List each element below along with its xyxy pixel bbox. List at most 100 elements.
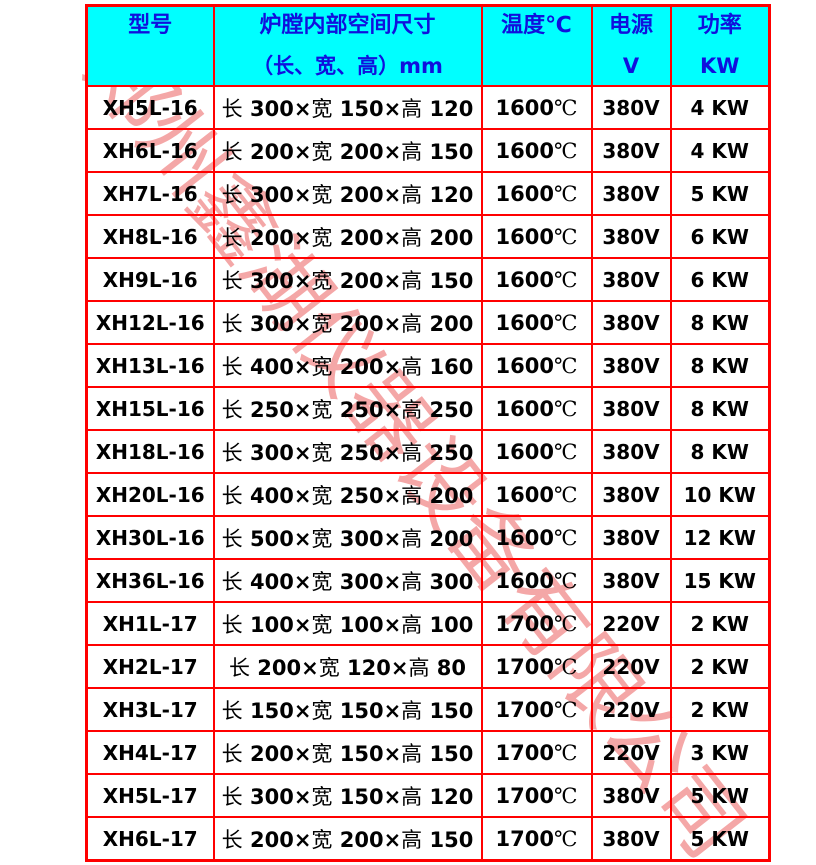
temperature-cell: 1600℃: [480, 85, 593, 130]
temperature-cell: 1700℃: [480, 773, 593, 818]
temperature-cell: 1600℃: [480, 171, 593, 216]
header-line1: 功率: [697, 13, 742, 38]
power-cell: 2 KW: [669, 601, 771, 646]
voltage-cell: 380V: [590, 85, 672, 130]
header-line1: 温度℃: [501, 13, 572, 38]
table-row: XH7L-16 长 300×宽 200×高 120 1600℃ 380V 5 KW: [85, 171, 771, 216]
power-cell: 10 KW: [669, 472, 771, 517]
column-header-temperature: 温度℃: [480, 4, 593, 87]
power-cell: 4 KW: [669, 85, 771, 130]
dimensions-cell: 长 300×宽 150×高 120: [212, 773, 483, 818]
model-cell: XH18L-16: [85, 429, 215, 474]
power-cell: 5 KW: [669, 171, 771, 216]
voltage-cell: 380V: [590, 429, 672, 474]
dimensions-cell: 长 300×宽 250×高 250: [212, 429, 483, 474]
table-row: XH5L-16 长 300×宽 150×高 120 1600℃ 380V 4 KW: [85, 85, 771, 130]
furnace-spec-table: 型号 炉膛内部空间尺寸 （长、宽、高）mm 温度℃ 电源 V 功率 KW XH5L-16 长 3…: [85, 4, 771, 862]
model-cell: XH5L-16: [85, 85, 215, 130]
model-cell: XH7L-16: [85, 171, 215, 216]
temperature-cell: 1600℃: [480, 300, 593, 345]
header-line2: V: [622, 53, 640, 78]
power-cell: 5 KW: [669, 816, 771, 862]
dimensions-cell: 长 200×宽 120×高 80: [212, 644, 483, 689]
voltage-cell: 220V: [590, 644, 672, 689]
column-header-voltage: 电源 V: [590, 4, 672, 87]
voltage-cell: 380V: [590, 171, 672, 216]
power-cell: 2 KW: [669, 687, 771, 732]
dimensions-cell: 长 400×宽 300×高 300: [212, 558, 483, 603]
table-row: XH20L-16 长 400×宽 250×高 200 1600℃ 380V 10 KW: [85, 472, 771, 517]
voltage-cell: 220V: [590, 687, 672, 732]
table-row: XH36L-16 长 400×宽 300×高 300 1600℃ 380V 15 KW: [85, 558, 771, 603]
temperature-cell: 1600℃: [480, 429, 593, 474]
model-cell: XH20L-16: [85, 472, 215, 517]
power-cell: 4 KW: [669, 128, 771, 173]
temperature-cell: 1600℃: [480, 386, 593, 431]
table-row: XH8L-16 长 200×宽 200×高 200 1600℃ 380V 6 KW: [85, 214, 771, 259]
model-cell: XH12L-16: [85, 300, 215, 345]
table-row: XH1L-17 长 100×宽 100×高 100 1700℃ 220V 2 KW: [85, 601, 771, 646]
voltage-cell: 380V: [590, 300, 672, 345]
model-cell: XH4L-17: [85, 730, 215, 775]
model-cell: XH1L-17: [85, 601, 215, 646]
table-row: XH6L-17 长 200×宽 200×高 150 1700℃ 380V 5 KW: [85, 816, 771, 862]
temperature-cell: 1600℃: [480, 214, 593, 259]
table-row: XH13L-16 长 400×宽 200×高 160 1600℃ 380V 8 KW: [85, 343, 771, 388]
model-cell: XH8L-16: [85, 214, 215, 259]
dimensions-cell: 长 250×宽 250×高 250: [212, 386, 483, 431]
table-row: XH6L-16 长 200×宽 200×高 150 1600℃ 380V 4 KW: [85, 128, 771, 173]
power-cell: 5 KW: [669, 773, 771, 818]
temperature-cell: 1600℃: [480, 343, 593, 388]
power-cell: 3 KW: [669, 730, 771, 775]
dimensions-cell: 长 300×宽 200×高 150: [212, 257, 483, 302]
model-cell: XH5L-17: [85, 773, 215, 818]
voltage-cell: 380V: [590, 343, 672, 388]
power-cell: 8 KW: [669, 343, 771, 388]
model-cell: XH36L-16: [85, 558, 215, 603]
power-cell: 12 KW: [669, 515, 771, 560]
voltage-cell: 380V: [590, 386, 672, 431]
dimensions-cell: 长 200×宽 200×高 200: [212, 214, 483, 259]
column-header-dimensions: 炉膛内部空间尺寸 （长、宽、高）mm: [212, 4, 483, 87]
model-cell: XH6L-17: [85, 816, 215, 862]
dimensions-cell: 长 200×宽 200×高 150: [212, 128, 483, 173]
table-row: XH30L-16 长 500×宽 300×高 200 1600℃ 380V 12 KW: [85, 515, 771, 560]
header-line2: KW: [700, 53, 740, 78]
column-header-power: 功率 KW: [669, 4, 771, 87]
table-row: XH15L-16 长 250×宽 250×高 250 1600℃ 380V 8 KW: [85, 386, 771, 431]
dimensions-cell: 长 500×宽 300×高 200: [212, 515, 483, 560]
header-line1: 型号: [128, 13, 173, 38]
power-cell: 15 KW: [669, 558, 771, 603]
dimensions-cell: 长 150×宽 150×高 150: [212, 687, 483, 732]
dimensions-cell: 长 300×宽 200×高 120: [212, 171, 483, 216]
power-cell: 8 KW: [669, 300, 771, 345]
voltage-cell: 220V: [590, 730, 672, 775]
column-header-model: 型号: [85, 4, 215, 87]
model-cell: XH30L-16: [85, 515, 215, 560]
model-cell: XH6L-16: [85, 128, 215, 173]
table-row: XH9L-16 长 300×宽 200×高 150 1600℃ 380V 6 KW: [85, 257, 771, 302]
power-cell: 6 KW: [669, 257, 771, 302]
temperature-cell: 1600℃: [480, 472, 593, 517]
voltage-cell: 380V: [590, 472, 672, 517]
table-row: XH12L-16 长 300×宽 200×高 200 1600℃ 380V 8 KW: [85, 300, 771, 345]
dimensions-cell: 长 400×宽 200×高 160: [212, 343, 483, 388]
voltage-cell: 380V: [590, 558, 672, 603]
table-row: XH2L-17 长 200×宽 120×高 80 1700℃ 220V 2 KW: [85, 644, 771, 689]
header-line2: （长、宽、高）mm: [252, 53, 443, 78]
model-cell: XH2L-17: [85, 644, 215, 689]
temperature-cell: 1600℃: [480, 257, 593, 302]
temperature-cell: 1600℃: [480, 515, 593, 560]
power-cell: 8 KW: [669, 386, 771, 431]
table-body: XH5L-16 长 300×宽 150×高 120 1600℃ 380V 4 KW XH6…: [85, 85, 771, 862]
model-cell: XH9L-16: [85, 257, 215, 302]
power-cell: 8 KW: [669, 429, 771, 474]
voltage-cell: 220V: [590, 601, 672, 646]
dimensions-cell: 长 100×宽 100×高 100: [212, 601, 483, 646]
temperature-cell: 1700℃: [480, 730, 593, 775]
header-row: 型号 炉膛内部空间尺寸 （长、宽、高）mm 温度℃ 电源 V 功率 KW: [85, 4, 771, 87]
temperature-cell: 1700℃: [480, 644, 593, 689]
temperature-cell: 1600℃: [480, 558, 593, 603]
table-row: XH3L-17 长 150×宽 150×高 150 1700℃ 220V 2 KW: [85, 687, 771, 732]
